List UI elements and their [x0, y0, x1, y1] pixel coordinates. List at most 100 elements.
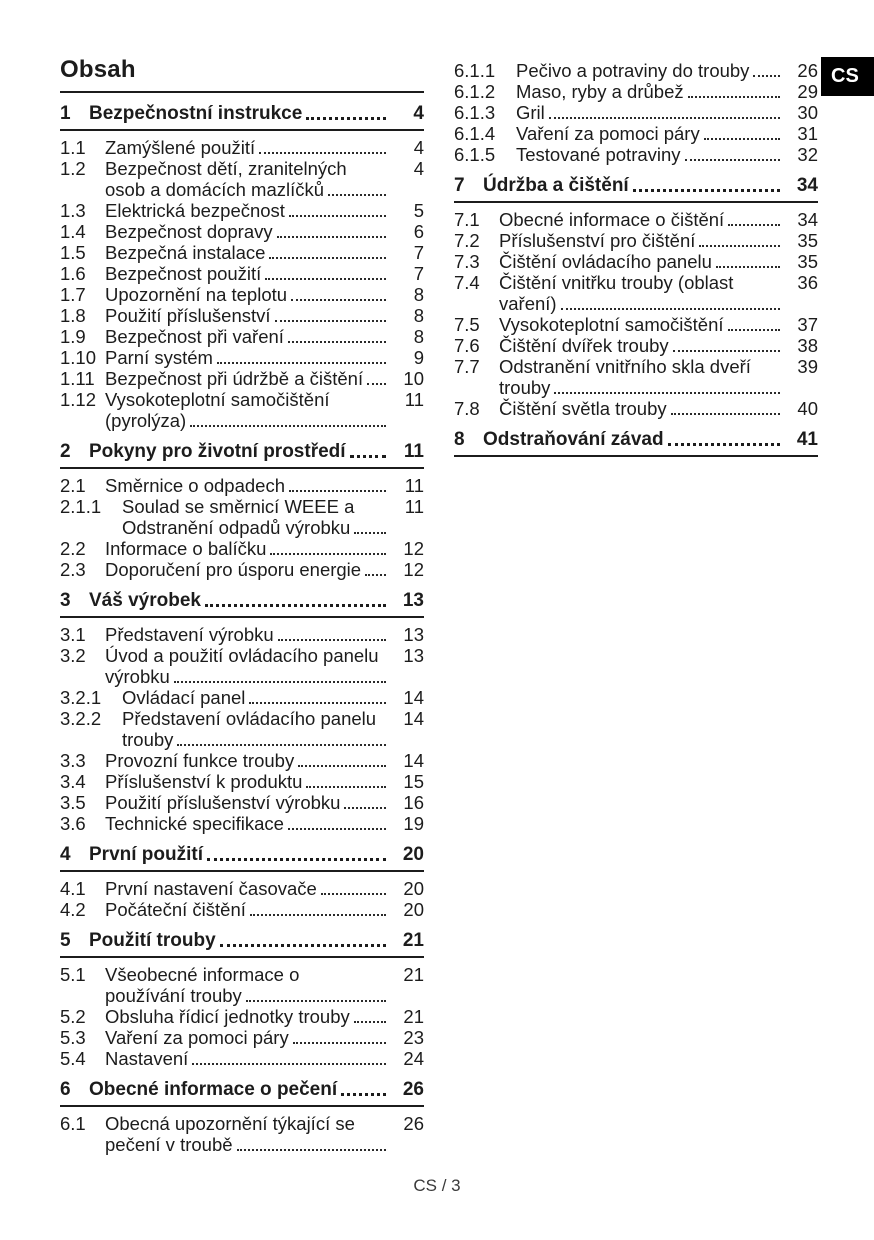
toc-entry-page: 35	[797, 251, 818, 272]
toc-entry-page: 4	[413, 103, 424, 124]
toc-entry-page: 26	[797, 60, 818, 81]
toc-entry-title-line: Váš výrobek	[89, 590, 390, 611]
toc-entry-title-line: pečení v troubě	[105, 1134, 390, 1155]
toc-entry-row: 5.2 Obsluha řídicí jednotky trouby 21	[60, 1006, 424, 1027]
toc-entry-title-block: Čištění vnitřku trouby (oblast vaření)	[499, 272, 784, 314]
toc-entry-title-line: Elektrická bezpečnost	[105, 200, 390, 221]
toc-entry-title: Bezpečná instalace	[105, 242, 266, 263]
toc-entry-number: 1.6	[60, 263, 86, 284]
toc-entry-title-line: Představení výrobku	[105, 624, 390, 645]
toc-entry-title-block: Čištění ovládacího panelu	[499, 251, 784, 272]
toc-entry-page: 13	[403, 645, 424, 666]
toc-leader-dots	[365, 574, 386, 576]
toc-leader-dots	[190, 425, 386, 427]
toc-left-entries: 1 Bezpečnostní instrukce 4 1.1 Zamýšlené pou…	[60, 103, 424, 1155]
toc-entry-page: 11	[404, 496, 424, 517]
toc-entry-page: 35	[797, 230, 818, 251]
toc-left-column: Obsah 1 Bezpečnostní instrukce 4 1.1 Zamýšle…	[60, 56, 424, 1155]
toc-entry-title-line: Obecná upozornění týkající se	[105, 1113, 390, 1134]
toc-entry-number: 6.1.4	[454, 123, 496, 144]
toc-entry-page: 26	[403, 1113, 424, 1134]
toc-entry-page: 15	[403, 771, 424, 792]
toc-entry-row: 7.4 Čištění vnitřku trouby (oblast vaření)…	[454, 272, 818, 314]
toc-leader-dots	[291, 299, 386, 301]
toc-entry-title-line: Obecné informace o pečení	[89, 1079, 390, 1100]
toc-entry-title: Bezpečnost při údržbě a čištění	[105, 368, 364, 389]
toc-entry-number: 3.5	[60, 792, 86, 813]
toc-leader-dots	[249, 702, 386, 704]
toc-entry-title-line: Čištění světla trouby	[499, 398, 784, 419]
toc-entry-number: 2	[60, 441, 71, 462]
toc-entry-title-line: Vaření za pomoci páry	[516, 123, 784, 144]
toc-entry-title-line: Vaření za pomoci páry	[105, 1027, 390, 1048]
toc-entry-title: Soulad se směrnicí WEEE a	[122, 496, 355, 517]
toc-entry-number: 2.1	[60, 475, 86, 496]
toc-leader-dots	[341, 1093, 386, 1096]
toc-entry-title-line: Bezpečnost dopravy	[105, 221, 390, 242]
toc-entry-title-block: Vaření za pomoci páry	[105, 1027, 390, 1048]
toc-entry-number: 8	[454, 429, 465, 450]
toc-entry-row: 5.3 Vaření za pomoci páry 23	[60, 1027, 424, 1048]
toc-entry-title: Počáteční čištění	[105, 899, 246, 920]
toc-entry-title: výrobku	[105, 666, 170, 687]
toc-leader-dots	[288, 215, 386, 217]
toc-entry-page: 31	[797, 123, 818, 144]
page-title: Obsah	[60, 56, 424, 93]
toc-entry-title-block: Parní systém	[105, 347, 390, 368]
toc-leader-dots	[328, 194, 386, 196]
toc-entry-title: Vaření za pomoci páry	[516, 123, 700, 144]
toc-section-row: 8 Odstraňování závad 41	[454, 429, 818, 457]
toc-entry-page: 20	[402, 844, 424, 865]
toc-entry-page: 29	[797, 81, 818, 102]
toc-entry-title: Představení výrobku	[105, 624, 274, 645]
toc-entry-page: 7	[413, 242, 424, 263]
toc-entry-title: Bezpečnost dětí, zranitelných	[105, 158, 347, 179]
toc-entry-title-line: Odstraňování závad	[483, 429, 784, 450]
toc-entry-title-block: Bezpečnost dětí, zranitelných osob a domá…	[105, 158, 390, 200]
toc-entry-title: Obecná upozornění týkající se	[105, 1113, 355, 1134]
toc-entry-title-line: Technické specifikace	[105, 813, 390, 834]
toc-leader-dots	[684, 159, 780, 161]
toc-entry-number: 1.11	[60, 368, 95, 389]
toc-entry-title-block: Obecné informace o čištění	[499, 209, 784, 230]
toc-entry-title-line: První nastavení časovače	[105, 878, 390, 899]
toc-entry-title: Upozornění na teplotu	[105, 284, 288, 305]
toc-entry-title-block: Bezpečnost při údržbě a čištění	[105, 368, 390, 389]
toc-entry-title-block: Maso, ryby a drůbež	[516, 81, 784, 102]
toc-entry-title-line: Parní systém	[105, 347, 390, 368]
toc-entry-page: 11	[404, 475, 424, 496]
toc-entry-page: 14	[403, 750, 424, 771]
toc-entry-title: Vysokoteplotní samočištění	[105, 389, 330, 410]
toc-leader-dots	[245, 1000, 386, 1002]
toc-entry-number: 1.10	[60, 347, 97, 368]
toc-entry-title-line: Provozní funkce trouby	[105, 750, 390, 771]
toc-leader-dots	[672, 350, 780, 352]
toc-entry-row: 2.1.1 Soulad se směrnicí WEEE a Odstranění…	[60, 496, 424, 538]
toc-leader-dots	[274, 320, 386, 322]
toc-leader-dots	[687, 96, 780, 98]
toc-entry-title: První použití	[89, 844, 203, 865]
toc-entry-row: 6.1.3 Gril 30	[454, 102, 818, 123]
toc-entry-title: Čištění vnitřku trouby (oblast	[499, 272, 734, 293]
toc-entry-page: 21	[402, 930, 424, 951]
toc-entry-row: 3.2.2 Představení ovládacího panelu trouby…	[60, 708, 424, 750]
toc-leader-dots	[177, 744, 386, 746]
toc-entry-number: 1	[60, 103, 71, 124]
toc-entry-title: trouby	[499, 377, 551, 398]
toc-entry-number: 1.5	[60, 242, 86, 263]
toc-entry-title-line: výrobku	[105, 666, 390, 687]
toc-entry-number: 6.1.1	[454, 60, 496, 81]
toc-leader-dots	[320, 893, 386, 895]
toc-leader-dots	[349, 455, 386, 458]
toc-entry-title-block: Obecné informace o pečení	[89, 1079, 390, 1100]
toc-entry-number: 7.6	[454, 335, 480, 356]
toc-entry-row: 1.10 Parní systém 9	[60, 347, 424, 368]
toc-entry-title-block: Počáteční čištění	[105, 899, 390, 920]
toc-entry-title: Příslušenství pro čištění	[499, 230, 696, 251]
toc-entry-title-line: Použití příslušenství výrobku	[105, 792, 390, 813]
toc-entry-number: 1.3	[60, 200, 86, 221]
toc-section-row: 4 První použití 20	[60, 844, 424, 872]
toc-entry-title: Obecné informace o čištění	[499, 209, 725, 230]
toc-entry-title-block: Představení ovládacího panelu trouby	[122, 708, 390, 750]
